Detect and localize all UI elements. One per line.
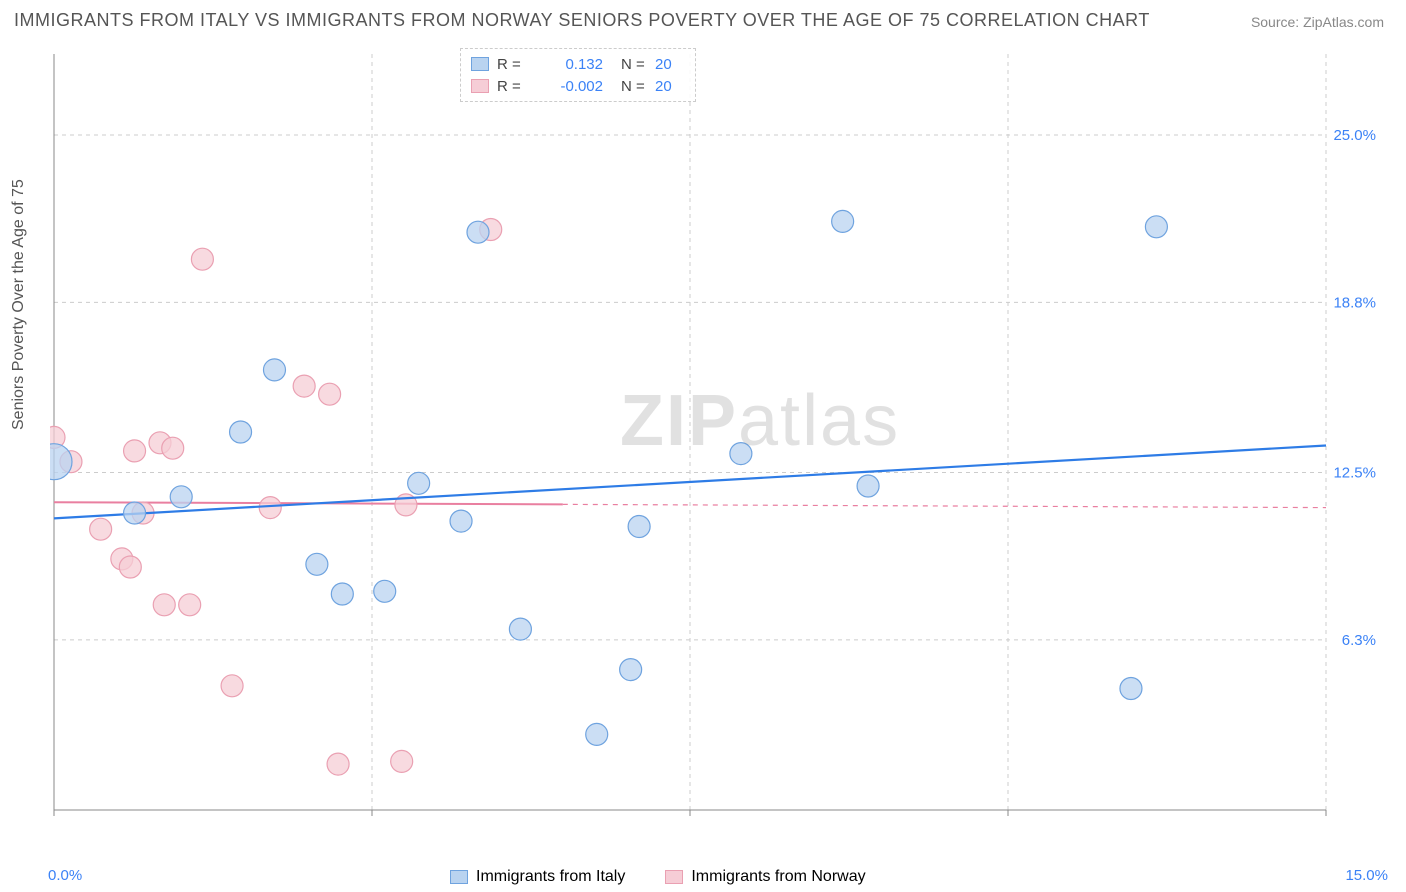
y-axis-tick-label: 6.3%	[1342, 632, 1376, 649]
data-point[interactable]	[450, 510, 472, 532]
legend-swatch	[665, 870, 683, 884]
data-point[interactable]	[191, 248, 213, 270]
correlation-legend: R = 0.132 N = 20 R = -0.002 N = 20	[460, 48, 696, 102]
scatter-plot: 6.3% 12.5% 18.8% 25.0%	[50, 46, 1386, 846]
series-legend-label: Immigrants from Norway	[691, 868, 865, 886]
data-point[interactable]	[327, 753, 349, 775]
legend-n-value: 20	[655, 78, 685, 95]
legend-swatch	[471, 79, 489, 93]
chart-title: IMMIGRANTS FROM ITALY VS IMMIGRANTS FROM…	[14, 10, 1150, 31]
data-point[interactable]	[730, 443, 752, 465]
data-point[interactable]	[620, 659, 642, 681]
data-point[interactable]	[319, 383, 341, 405]
chart-svg: 6.3% 12.5% 18.8% 25.0%	[50, 46, 1386, 846]
legend-r-label: R =	[497, 56, 525, 73]
series-legend: Immigrants from Italy Immigrants from Nor…	[450, 868, 866, 886]
data-point[interactable]	[221, 675, 243, 697]
correlation-legend-row: R = -0.002 N = 20	[471, 75, 685, 97]
data-point[interactable]	[124, 440, 146, 462]
data-point[interactable]	[857, 475, 879, 497]
legend-r-value: 0.132	[533, 56, 603, 73]
data-point[interactable]	[170, 486, 192, 508]
legend-n-label: N =	[621, 78, 647, 95]
data-point[interactable]	[50, 444, 72, 480]
trendline-extrapolated	[563, 504, 1326, 507]
data-point[interactable]	[391, 750, 413, 772]
data-point[interactable]	[293, 375, 315, 397]
data-point[interactable]	[119, 556, 141, 578]
legend-n-label: N =	[621, 56, 647, 73]
data-point[interactable]	[179, 594, 201, 616]
legend-swatch	[471, 57, 489, 71]
x-axis-tick-max: 15.0%	[1345, 867, 1388, 884]
data-point[interactable]	[162, 437, 184, 459]
legend-n-value: 20	[655, 56, 685, 73]
y-axis-label: Seniors Poverty Over the Age of 75	[10, 179, 28, 430]
data-point[interactable]	[1120, 678, 1142, 700]
data-point[interactable]	[374, 580, 396, 602]
data-point[interactable]	[331, 583, 353, 605]
data-point[interactable]	[628, 516, 650, 538]
source-attribution: Source: ZipAtlas.com	[1251, 14, 1384, 30]
correlation-legend-row: R = 0.132 N = 20	[471, 53, 685, 75]
data-point[interactable]	[1145, 216, 1167, 238]
data-point[interactable]	[124, 502, 146, 524]
x-axis-tick-min: 0.0%	[48, 867, 82, 884]
data-point[interactable]	[263, 359, 285, 381]
legend-swatch	[450, 870, 468, 884]
legend-r-value: -0.002	[533, 78, 603, 95]
series-legend-label: Immigrants from Italy	[476, 868, 625, 886]
data-point[interactable]	[408, 472, 430, 494]
series-legend-item[interactable]: Immigrants from Italy	[450, 868, 625, 886]
data-point[interactable]	[832, 210, 854, 232]
data-point[interactable]	[153, 594, 175, 616]
y-axis-tick-label: 25.0%	[1333, 127, 1376, 144]
data-point[interactable]	[259, 497, 281, 519]
data-point[interactable]	[230, 421, 252, 443]
y-axis-tick-label: 18.8%	[1333, 294, 1376, 311]
data-point[interactable]	[467, 221, 489, 243]
data-point[interactable]	[586, 723, 608, 745]
legend-r-label: R =	[497, 78, 525, 95]
data-point[interactable]	[90, 518, 112, 540]
y-axis-tick-label: 12.5%	[1333, 465, 1376, 482]
data-point[interactable]	[509, 618, 531, 640]
series-legend-item[interactable]: Immigrants from Norway	[665, 868, 865, 886]
data-point[interactable]	[306, 553, 328, 575]
